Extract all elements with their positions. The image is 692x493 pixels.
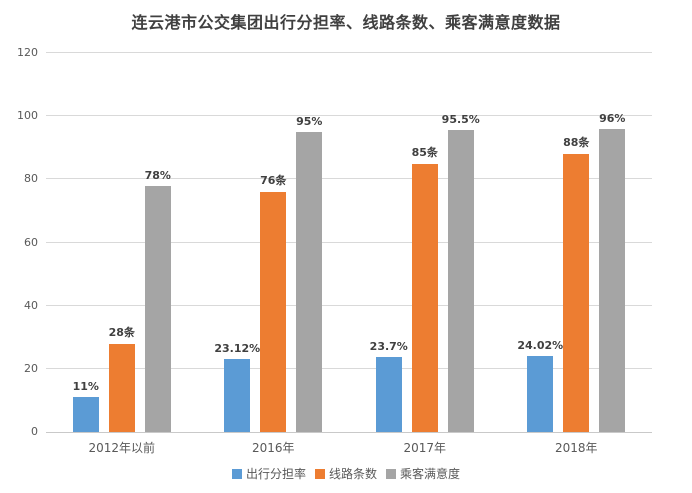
y-tick-label: 40 (24, 298, 38, 312)
plot-area: 11% 28条 78% 23.12% 76条 95% 23.7% 85条 95.5% 24.02%… (46, 52, 652, 433)
legend-item-1: 线路条数 (314, 465, 377, 482)
y-tick-label: 20 (24, 361, 38, 375)
data-label: 95% (296, 114, 323, 128)
bar-series0-cat0: 11% (73, 380, 99, 432)
data-label: 11% (72, 380, 99, 394)
legend-item-0: 出行分担率 (231, 465, 306, 482)
x-tick-label: 2018年 (554, 441, 598, 455)
legend-swatch-icon (314, 468, 325, 479)
bar-series0-cat1: 23.12% (214, 342, 260, 432)
bar-series1-cat0: 28条 (109, 326, 135, 432)
data-label: 88条 (563, 136, 590, 150)
legend-swatch-icon (386, 468, 396, 479)
bar-series2-cat2: 95.5% (442, 113, 480, 432)
bar-group-2: 23.7% 85条 95.5% (349, 53, 501, 432)
bar-series2-cat1: 95% (296, 115, 322, 432)
bar-series1-cat2: 85条 (412, 146, 438, 432)
bar-group-1: 23.12% 76条 95% (198, 53, 350, 432)
data-label: 24.02% (517, 339, 564, 353)
bar-series0-cat2: 23.7% (370, 340, 408, 432)
data-label: 23.7% (369, 340, 408, 354)
legend: 出行分担率 线路条数 乘客满意度 (0, 465, 692, 482)
bar-series1-cat1: 76条 (260, 174, 286, 432)
data-label: 76条 (260, 173, 287, 187)
data-label: 95.5% (441, 113, 480, 127)
x-tick-label: 2012年以前 (88, 441, 156, 455)
chart-title: 连云港市公交集团出行分担率、线路条数、乘客满意度数据 (131, 13, 561, 32)
data-label: 85条 (411, 145, 438, 159)
data-label: 28条 (108, 325, 135, 339)
legend-label: 线路条数 (328, 467, 377, 481)
y-tick-label: 120 (17, 46, 38, 59)
gridline (46, 52, 652, 53)
bar-series2-cat0: 78% (145, 169, 171, 432)
data-label: 23.12% (214, 341, 261, 355)
gridline (46, 178, 652, 180)
bar-series2-cat3: 96% (599, 112, 625, 432)
bar-groups: 11% 28条 78% 23.12% 76条 95% 23.7% 85条 95.5% 24.02%… (46, 53, 652, 432)
y-tick-label: 80 (24, 172, 38, 186)
legend-item-2: 乘客满意度 (386, 465, 460, 482)
bar-group-3: 24.02% 88条 96% (501, 53, 653, 432)
legend-label: 乘客满意度 (400, 467, 461, 481)
gridline (46, 304, 652, 306)
gridline (46, 241, 652, 243)
legend-label: 出行分担率 (245, 467, 306, 481)
y-tick-label: 100 (17, 109, 38, 123)
y-tick-label: 60 (24, 235, 38, 249)
x-axis: 2012年以前 2016年 2017年 2018年 (46, 439, 652, 456)
bar-series1-cat3: 88条 (563, 136, 589, 432)
data-label: 78% (144, 168, 171, 182)
bar-series0-cat3: 24.02% (517, 339, 563, 432)
bar-group-0: 11% 28条 78% (46, 53, 198, 432)
data-label: 96% (599, 111, 626, 125)
x-tick-label: 2016年 (251, 441, 295, 455)
gridline (46, 367, 652, 369)
y-tick-label: 0 (31, 425, 38, 438)
x-tick-label: 2017年 (403, 441, 447, 455)
gridline (46, 115, 652, 117)
y-axis: 0 20 40 60 80 100 120 (0, 47, 38, 438)
legend-swatch-icon (231, 468, 242, 479)
